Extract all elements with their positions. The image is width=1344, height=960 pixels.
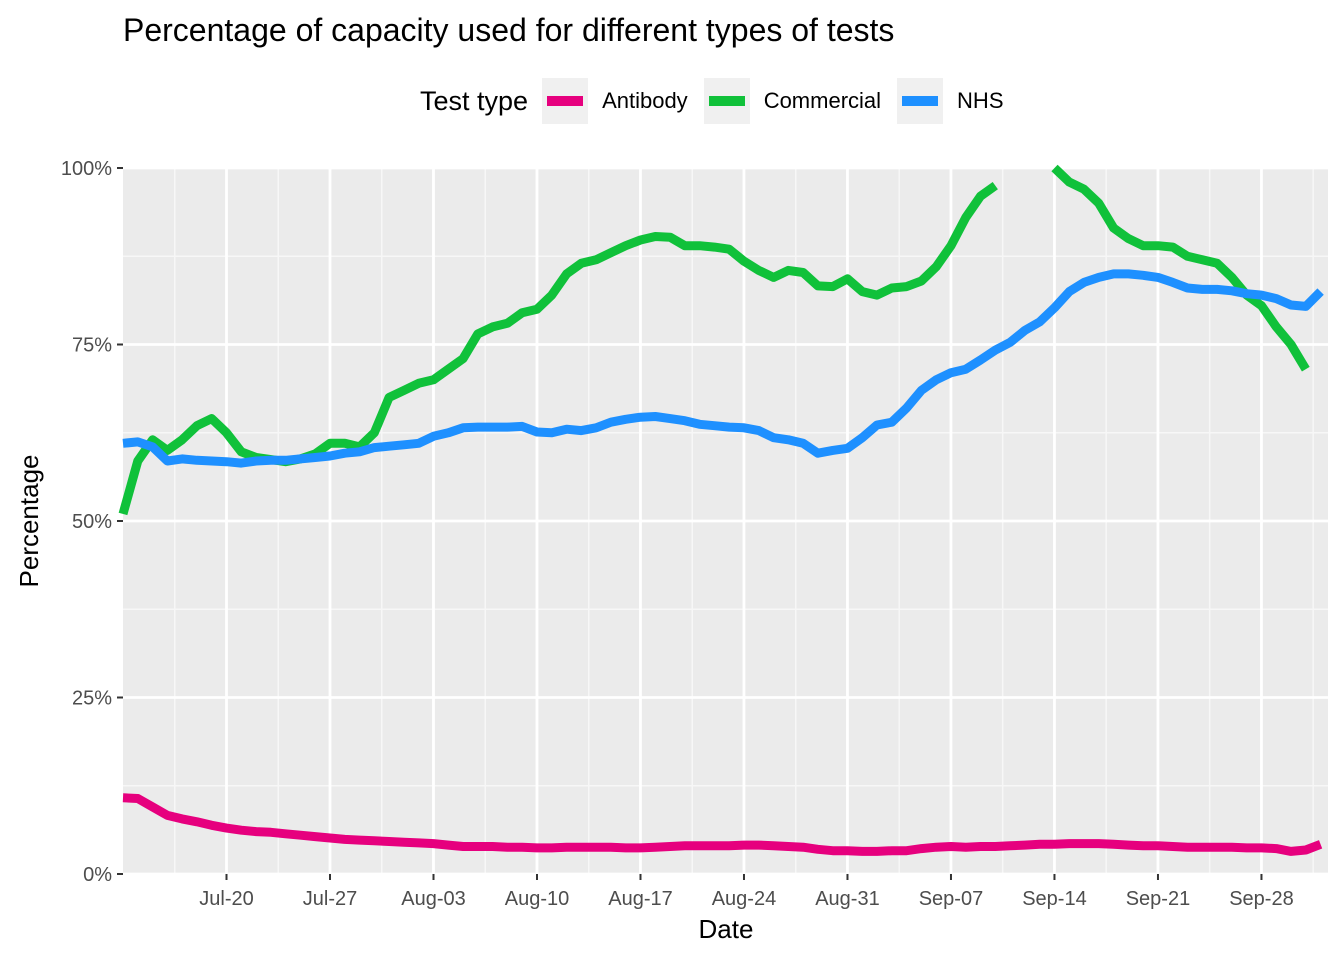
axes: 0% 25% 50% 75% 100% Jul-20 Jul-27 Aug-03 Aug-10 A… [61, 158, 1294, 910]
legend-label-nhs: NHS [957, 88, 1004, 113]
x-tick-label: Aug-31 [815, 888, 880, 910]
legend-item-antibody: Antibody [542, 78, 688, 124]
legend-item-commercial: Commercial [703, 78, 882, 124]
legend-title: Test type [420, 85, 529, 116]
x-tick-label: Sep-21 [1126, 888, 1191, 910]
legend-key-antibody [542, 78, 589, 124]
y-tick-label: 25% [72, 688, 112, 710]
y-tick-label: 100% [61, 158, 112, 180]
legend-label-commercial: Commercial [763, 88, 882, 113]
y-axis-label: Percentage [14, 455, 44, 588]
x-tick-label: Aug-03 [401, 888, 466, 910]
y-tick-label: 50% [72, 511, 112, 533]
x-tick-label: Aug-24 [712, 888, 777, 910]
x-tick-label: Jul-20 [199, 888, 253, 910]
series-line-antibody [122, 793, 1323, 856]
chart-title: Percentage of capacity used for differen… [123, 12, 895, 48]
series-lines [118, 164, 1324, 856]
legend: Test type Antibody Commercial NHS [420, 78, 1020, 124]
x-tick-label: Sep-07 [919, 888, 984, 910]
series-line-commercial [1051, 164, 1310, 372]
legend-key-nhs [897, 78, 944, 124]
legend-label-antibody: Antibody [602, 88, 688, 113]
x-axis-label: Date [699, 914, 754, 944]
x-tick-label: Aug-10 [505, 888, 570, 910]
y-tick-label: 75% [72, 335, 112, 357]
legend-item-nhs: NHS [897, 78, 1004, 124]
y-tick-label: 0% [83, 864, 112, 886]
grid-major [123, 166, 1328, 876]
x-tick-label: Jul-27 [303, 888, 357, 910]
series-line-nhs [122, 269, 1324, 468]
x-tick-label: Sep-14 [1022, 888, 1087, 910]
x-tick-label: Aug-17 [608, 888, 673, 910]
x-tick-label: Sep-28 [1229, 888, 1294, 910]
legend-key-commercial [703, 78, 750, 124]
